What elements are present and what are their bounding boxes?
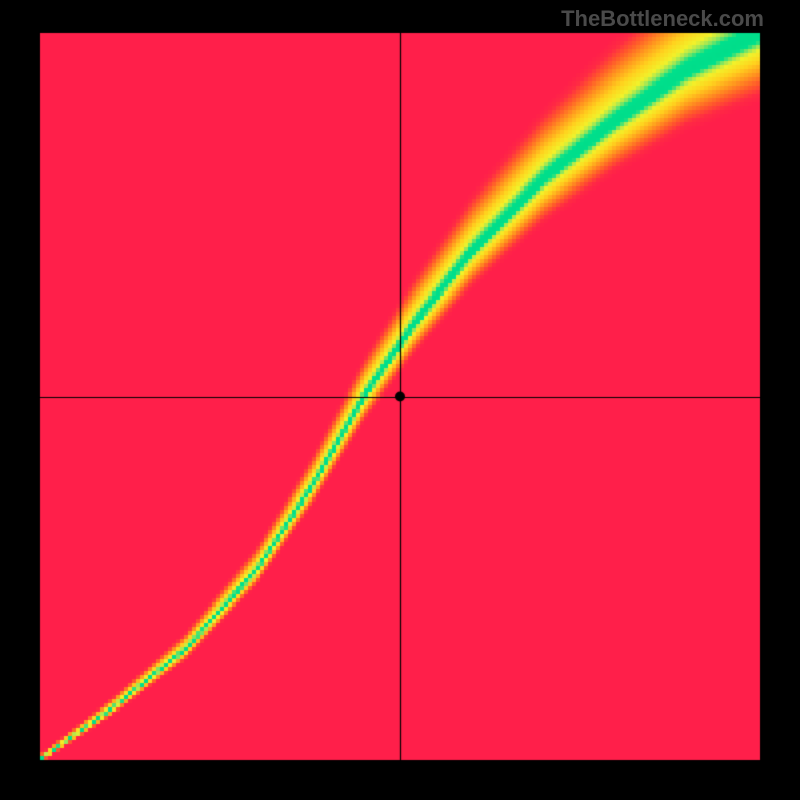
watermark-text: TheBottleneck.com [561, 6, 764, 32]
bottleneck-heatmap [0, 0, 800, 800]
